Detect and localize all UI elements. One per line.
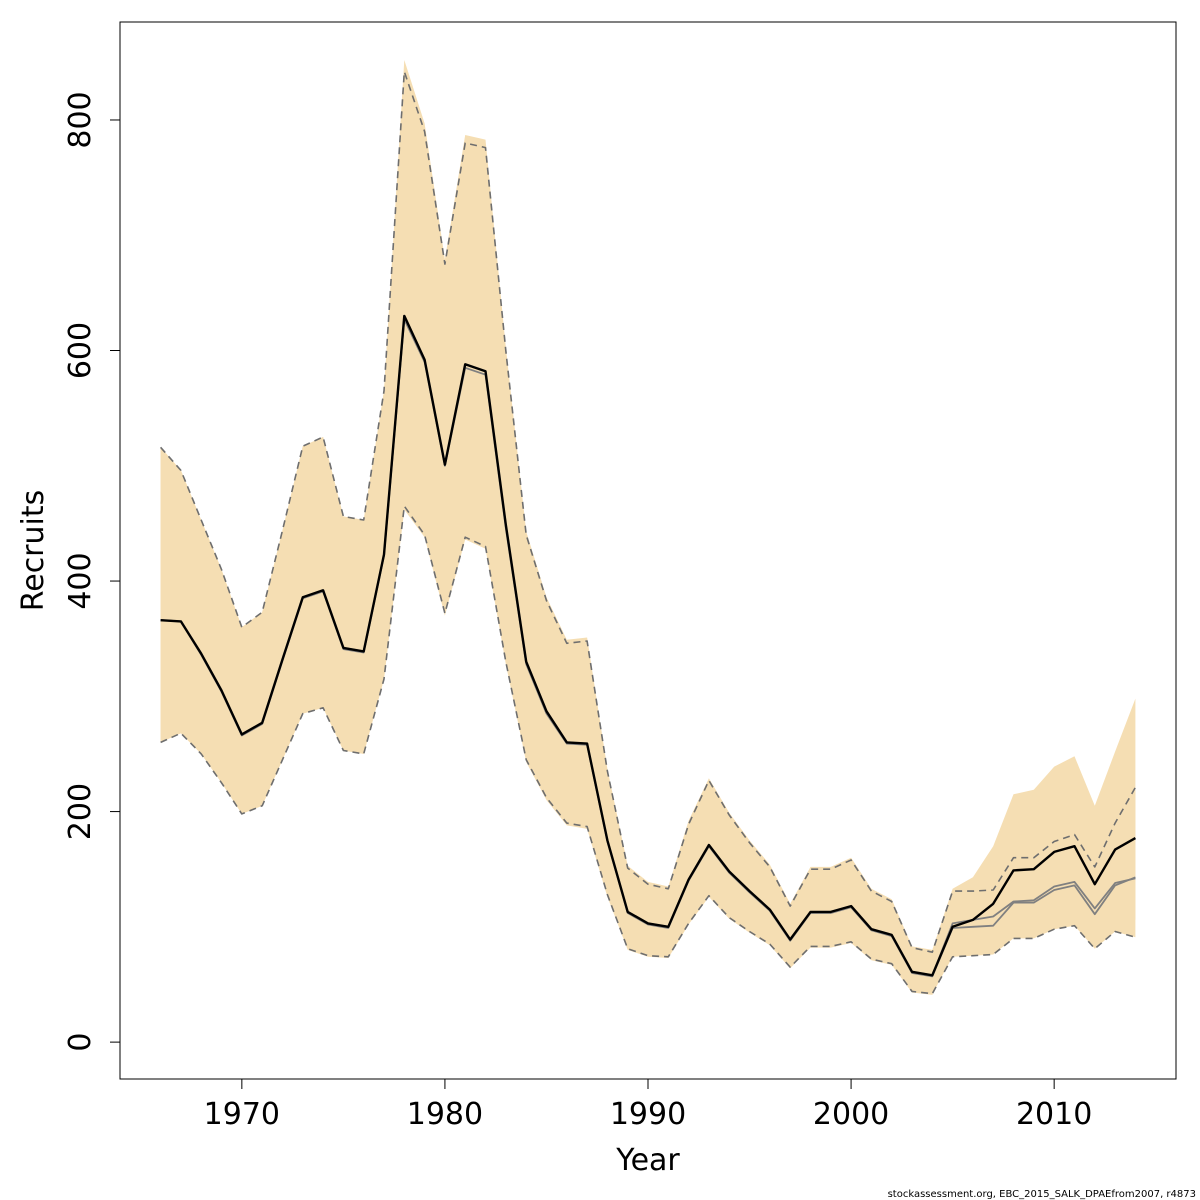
x-axis-title: Year — [615, 1143, 680, 1178]
y-axis-title: Recruits — [16, 490, 51, 612]
footnote-text: stockassessment.org, EBC_2015_SALK_DPAEf… — [888, 1189, 1196, 1200]
x-tick-label: 2000 — [813, 1097, 889, 1132]
y-tick-label: 0 — [63, 1033, 98, 1052]
x-tick-label: 1980 — [407, 1097, 483, 1132]
x-tick-label: 2010 — [1016, 1097, 1092, 1132]
confidence-band-layer — [160, 60, 1136, 995]
lower-bound-dashed-line — [160, 505, 1136, 995]
main-estimate-line — [160, 314, 1136, 977]
y-tick-label: 400 — [63, 552, 98, 609]
series-lines-layer — [159, 70, 1137, 995]
y-tick-label: 800 — [63, 91, 98, 148]
y-axis: 0 200 400 600 800 — [63, 91, 121, 1052]
upper-bound-dashed-line — [159, 70, 1137, 954]
y-tick-label: 200 — [63, 783, 98, 840]
x-tick-label: 1970 — [204, 1097, 280, 1132]
x-tick-label: 1990 — [610, 1097, 686, 1132]
x-axis: 1970 1980 1990 2000 2010 — [204, 1078, 1092, 1132]
y-tick-label: 600 — [63, 322, 98, 379]
confidence-band-reference — [160, 71, 1136, 994]
